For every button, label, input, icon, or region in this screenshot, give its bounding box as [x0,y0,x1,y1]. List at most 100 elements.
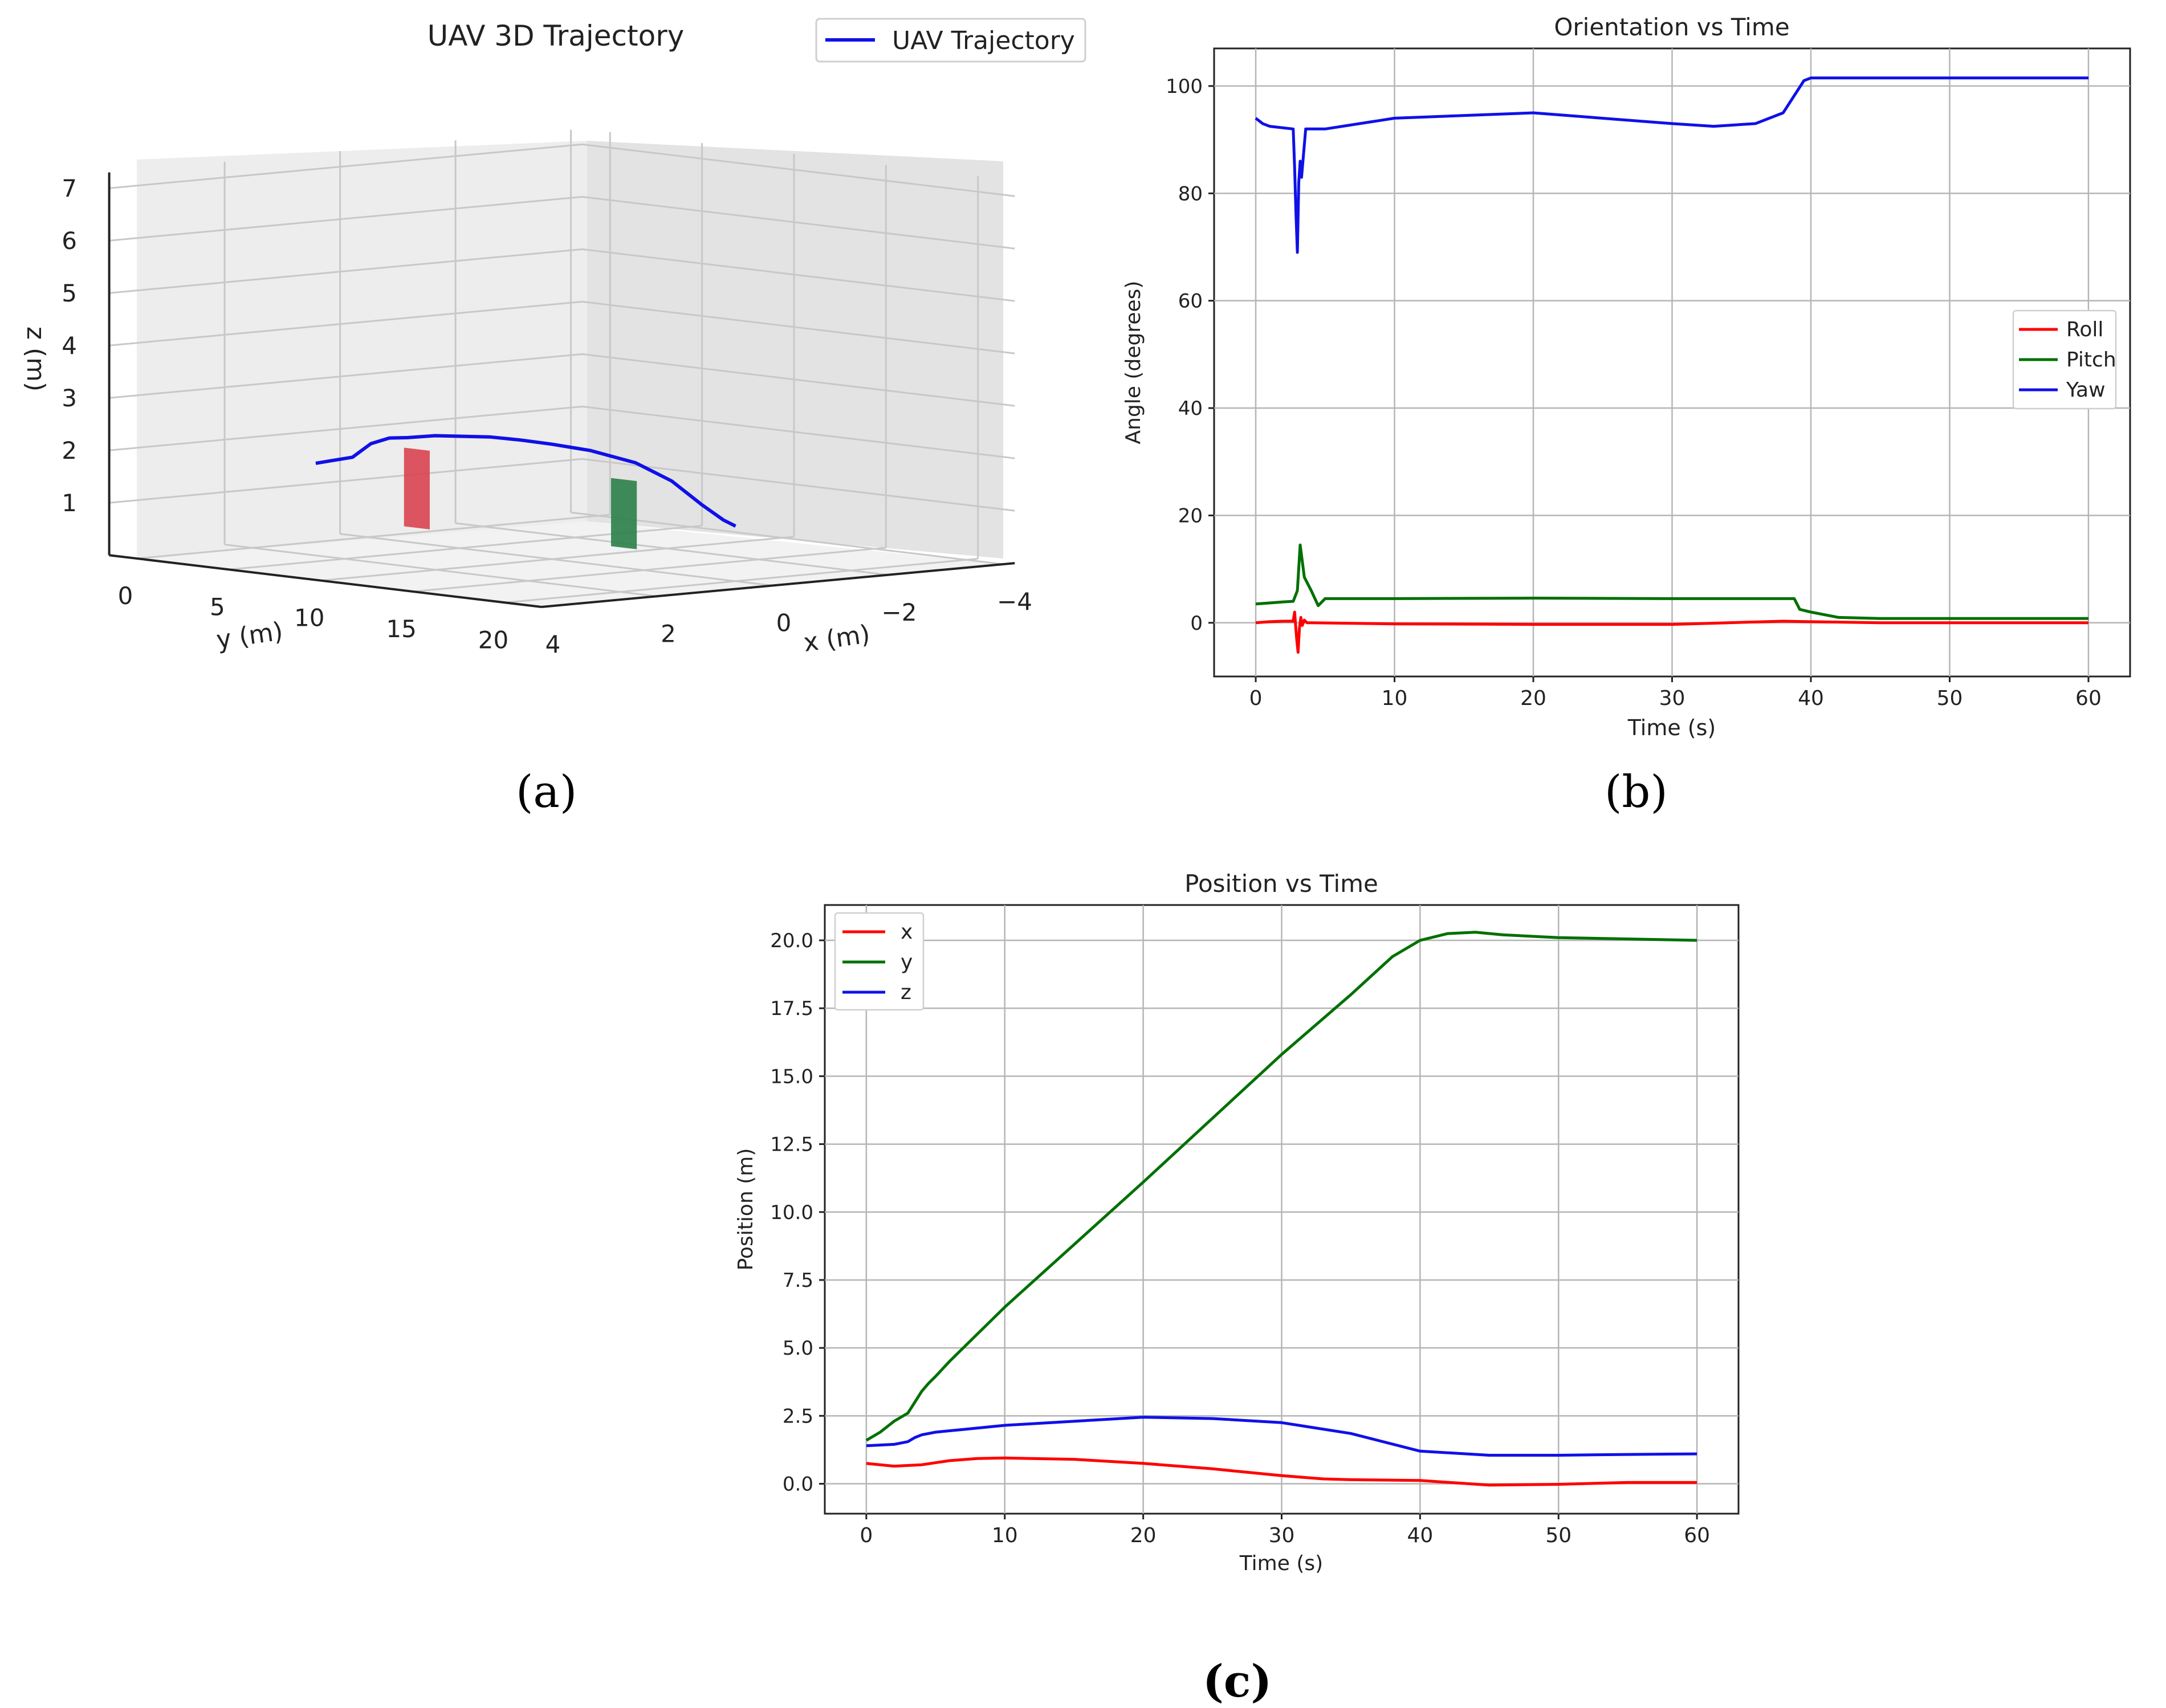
c-xtick-label: 20 [1130,1524,1157,1547]
chart-a-right-wall [587,141,1003,559]
caption-b: (b) [1605,767,1668,818]
chart-a-grid-line [571,511,1004,565]
c-xtick-label: 50 [1545,1524,1571,1547]
chart-a-xtick-label: 0 [776,609,792,637]
chart-c-ylabel: Position (m) [734,1148,758,1271]
c-xtick-label: 10 [992,1524,1018,1547]
b-xtick-label: 40 [1798,687,1824,710]
chart-a-lines [315,434,736,528]
chart-a-ztick-label: 1 [62,489,77,517]
c-xtick-label: 40 [1407,1524,1433,1547]
chart-a-ztick-label: 3 [62,384,77,412]
chart-a-grid-line [109,353,1015,407]
chart-a-ytick-label: 0 [118,582,133,610]
b-ytick-label: 40 [1178,397,1203,420]
c-ytick-label: 5.0 [783,1337,813,1360]
chart-b-legend-label-roll: Roll [2066,318,2103,341]
chart-c-xlabel: Time (s) [1239,1552,1323,1575]
b-ytick-label: 100 [1166,75,1203,98]
chart-a-legend-label: UAV Trajectory [892,26,1075,55]
chart-a-axes [108,172,1015,608]
b-series-yaw [1255,76,2088,254]
chart-c-panel: 0 10 20 30 40 50 60 0.0 2.5 5.0 7.5 10.0 12.5 15.0 17.… [712,849,1795,1590]
c-ytick-label: 0.0 [783,1473,813,1496]
b-ytick-label: 20 [1178,504,1203,527]
c-ytick-label: 20.0 [770,930,813,952]
chart-a-ztick-label: 4 [62,332,77,360]
b-xtick-label: 0 [1249,687,1263,710]
c-series-x [866,1456,1697,1487]
b-ytick-label: 0 [1190,612,1203,635]
chart-a-grid-line [109,248,1015,302]
b-series-roll [1255,610,2088,654]
b-xtick-label: 20 [1520,687,1546,710]
chart-a-xtick-label: −4 [997,588,1032,615]
chart-a-ztick-label: 7 [62,174,77,202]
c-ytick-label: 12.5 [770,1134,813,1156]
chart-c-svg: 0 10 20 30 40 50 60 0.0 2.5 5.0 7.5 10.0 12.5 15.0 17.… [734,870,1740,1575]
chart-c-ticks: 0 10 20 30 40 50 60 0.0 2.5 5.0 7.5 10.0 12.5 15.0 17.… [770,930,1710,1547]
chart-b-ticks: 0 10 20 30 40 50 60 0 20 40 60 80 100 [1166,75,2102,710]
chart-a-grid-line [340,533,773,586]
c-ytick-label: 17.5 [770,997,813,1020]
chart-a-ylabel: y (m) [214,617,284,655]
c-ytick-label: 2.5 [783,1405,813,1428]
chart-b-xlabel: Time (s) [1627,715,1716,740]
chart-c-legend-label-x: x [901,920,913,944]
b-xtick-label: 50 [1937,687,1963,710]
caption-c: (c) [1203,1656,1272,1707]
chart-b-panel: 0 10 20 30 40 50 60 0 20 40 60 80 100 Orientation vs… [1112,0,2166,832]
c-ytick-label: 15.0 [770,1065,813,1088]
chart-a-grid-line [109,405,1015,459]
b-xtick-label: 60 [2075,687,2102,710]
chart-a-xtick-label: 2 [661,619,676,647]
chart-a-ytick-label: 20 [478,626,508,654]
chart-b-ylabel: Angle (degrees) [1122,281,1145,445]
chart-b-lines [1255,76,2088,654]
c-xtick-label: 30 [1269,1524,1295,1547]
c-series-y [865,931,1697,1442]
chart-a-y-axis [109,554,542,608]
b-ytick-label: 80 [1178,182,1203,205]
chart-a-ztick-label: 2 [62,437,77,464]
chart-a-ztick-label: 6 [62,227,77,255]
chart-a-obstacle-red [404,447,430,529]
chart-a-xtick-label: −2 [882,598,917,626]
chart-a-xlabel: x (m) [801,619,872,658]
chart-a-title: UAV 3D Trajectory [427,19,685,52]
chart-a-grid-line [412,547,886,593]
c-series-z [866,1416,1697,1457]
chart-a-grid-line [320,536,795,582]
chart-a-grid-line [224,543,657,597]
chart-c-legend-label-y: y [901,951,913,974]
chart-b-title: Orientation vs Time [1554,13,1789,41]
b-series-pitch [1255,543,2088,620]
chart-a-floor [137,521,1003,607]
chart-b-legend-label-pitch: Pitch [2066,348,2116,372]
chart-a-ztick-label: 5 [62,279,77,307]
chart-a-grid-line [455,522,888,576]
chart-a-xtick-label: 4 [545,630,561,658]
b-xtick-label: 10 [1382,687,1408,710]
chart-a-legend [815,18,1086,63]
chart-a-grid-line [109,195,1015,250]
chart-a-zlabel: z (m) [21,327,50,392]
b-ytick-label: 60 [1178,290,1203,313]
chart-a-obstacle-green [611,478,637,549]
chart-a-panel: 0 5 10 15 20 4 2 0 −2 −4 1 2 3 4 5 6 7 UAV 3D Trajectory… [0,0,1112,832]
chart-b-legend [2012,309,2117,410]
c-xtick-label: 60 [1684,1524,1710,1547]
chart-a-x-axis [541,562,1015,608]
chart-c-legend-label-z: z [901,981,911,1004]
chart-a-ytick-label: 15 [386,615,416,643]
c-ytick-label: 10.0 [770,1201,813,1224]
c-xtick-label: 0 [860,1524,873,1547]
c-ytick-label: 7.5 [783,1269,813,1292]
chart-b-svg: 0 10 20 30 40 50 60 0 20 40 60 80 100 Orientation vs… [1122,13,2131,740]
chart-c-grid [825,905,1738,1514]
chart-a-ytick-label: 10 [294,604,324,632]
chart-a-ytick-label: 5 [210,593,225,621]
chart-a-grid-line [109,300,1015,354]
